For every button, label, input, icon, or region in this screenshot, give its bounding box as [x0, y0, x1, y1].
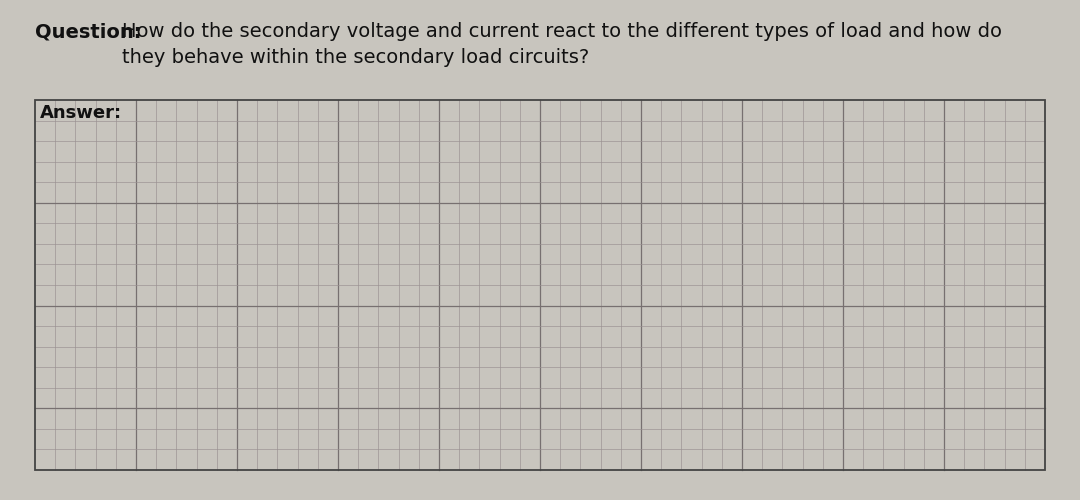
Bar: [35, 100, 1045, 470]
Text: Answer:: Answer:: [40, 104, 122, 122]
Text: Question:: Question:: [35, 22, 141, 41]
Text: How do the secondary voltage and current react to the different types of load an: How do the secondary voltage and current…: [122, 22, 1002, 66]
Bar: [35, 100, 1045, 470]
